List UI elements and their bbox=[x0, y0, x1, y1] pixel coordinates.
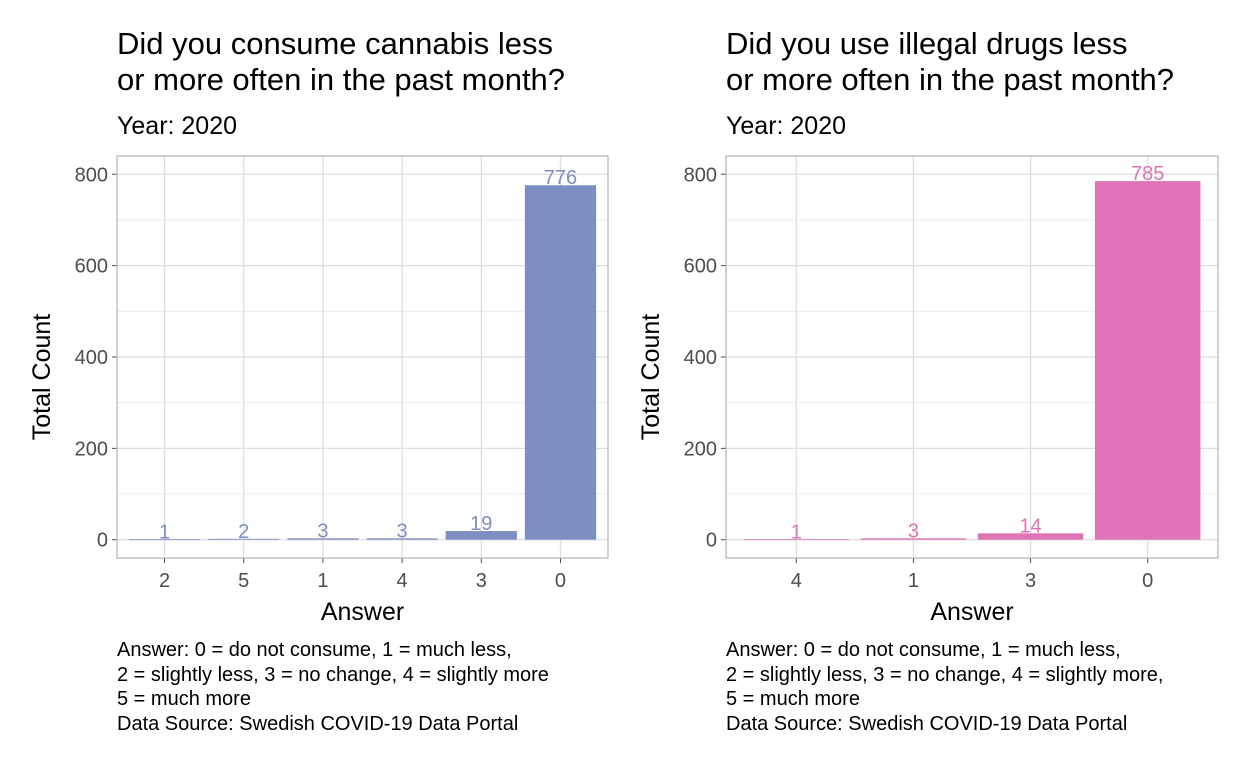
bar bbox=[208, 538, 280, 540]
bar-chart-cannabis: 0 200 400 600 800 2 5 1 4 3 0 1 2 3 3 19 776 Answer Total … bbox=[28, 155, 609, 626]
bar bbox=[524, 185, 597, 540]
y-tick-label: 200 bbox=[75, 438, 108, 460]
bar-value-label: 3 bbox=[317, 520, 328, 542]
x-axis-title: Answer bbox=[321, 598, 404, 626]
x-tick-label: 1 bbox=[317, 570, 328, 592]
y-axis-title: Total Count bbox=[28, 314, 56, 441]
y-tick-label: 400 bbox=[684, 347, 717, 369]
bar bbox=[743, 539, 849, 541]
x-tick-label: 5 bbox=[238, 570, 249, 592]
y-tick-label: 600 bbox=[75, 256, 108, 278]
y-tick-label: 600 bbox=[684, 256, 717, 278]
bar-chart-illegal-drugs: 0 200 400 600 800 4 1 3 0 1 3 14 785 Answer Total Coun… bbox=[637, 155, 1219, 626]
caption-data-source: Data Source: Swedish COVID-19 Data Porta… bbox=[117, 712, 519, 735]
x-tick-label: 3 bbox=[476, 570, 487, 592]
y-tick-label: 0 bbox=[706, 530, 717, 552]
caption-data-source: Data Source: Swedish COVID-19 Data Porta… bbox=[726, 712, 1128, 735]
y-axis-title: Total Count bbox=[637, 314, 665, 441]
caption-line-2: 2 = slightly less, 3 = no change, 4 = sl… bbox=[726, 663, 1164, 686]
x-tick-label: 4 bbox=[397, 570, 408, 592]
plot-border bbox=[116, 155, 609, 559]
bar-value-label: 3 bbox=[908, 520, 919, 542]
y-tick-label: 800 bbox=[684, 164, 717, 186]
x-tick-label: 0 bbox=[555, 570, 566, 592]
chart-title-line-1: Did you consume cannabis less bbox=[117, 26, 553, 61]
caption-line-1: Answer: 0 = do not consume, 1 = much les… bbox=[117, 639, 512, 661]
caption-line-3: 5 = much more bbox=[726, 688, 860, 710]
bar bbox=[977, 533, 1084, 540]
chart-title-line-2: or more often in the past month? bbox=[117, 62, 566, 97]
x-tick-label: 2 bbox=[159, 570, 170, 592]
chart-title-line-2: or more often in the past month? bbox=[726, 62, 1175, 97]
bar bbox=[860, 538, 967, 540]
bar bbox=[1095, 181, 1201, 540]
bar-value-label: 1 bbox=[791, 521, 802, 543]
bar-value-label: 14 bbox=[1019, 515, 1041, 537]
y-tick-label: 200 bbox=[684, 438, 717, 460]
x-tick-label: 1 bbox=[908, 570, 919, 592]
x-tick-label: 0 bbox=[1142, 570, 1153, 592]
bar bbox=[287, 538, 359, 540]
bar-value-label: 776 bbox=[544, 167, 577, 189]
chart-title-line-1: Did you use illegal drugs less bbox=[726, 26, 1128, 61]
bar-value-label: 19 bbox=[470, 513, 492, 535]
x-tick-label: 3 bbox=[1025, 570, 1036, 592]
bar-value-label: 3 bbox=[397, 520, 408, 542]
x-tick-label: 4 bbox=[791, 570, 802, 592]
bar-value-label: 1 bbox=[159, 521, 170, 543]
bar bbox=[445, 531, 517, 540]
x-axis-title: Answer bbox=[930, 598, 1013, 626]
caption-line-2: 2 = slightly less, 3 = no change, 4 = sl… bbox=[117, 663, 549, 686]
y-tick-label: 0 bbox=[97, 530, 108, 552]
caption-line-1: Answer: 0 = do not consume, 1 = much les… bbox=[726, 639, 1121, 661]
bar bbox=[366, 538, 438, 540]
caption-line-3: 5 = much more bbox=[117, 688, 251, 710]
chart-subtitle: Year: 2020 bbox=[726, 112, 847, 140]
y-tick-label: 800 bbox=[75, 164, 108, 186]
y-tick-label: 400 bbox=[75, 347, 108, 369]
bar-value-label: 785 bbox=[1131, 163, 1164, 185]
chart-panel-illegal-drugs: Did you use illegal drugs less or more o… bbox=[620, 0, 1240, 768]
chart-subtitle: Year: 2020 bbox=[117, 112, 238, 140]
plot-border bbox=[725, 155, 1219, 559]
chart-panel-cannabis: Did you consume cannabis less or more of… bbox=[0, 0, 620, 768]
bar bbox=[128, 539, 201, 541]
bar-value-label: 2 bbox=[238, 521, 249, 543]
